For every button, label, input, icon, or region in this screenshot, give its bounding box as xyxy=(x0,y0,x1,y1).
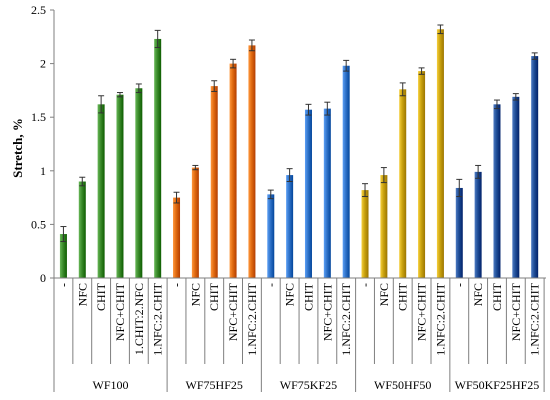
category-label: 1.NFC:2.CHIT xyxy=(339,282,353,355)
bar xyxy=(191,167,199,278)
category-label: - xyxy=(358,283,372,287)
category-label: NFC+CHIT xyxy=(320,282,334,341)
category-label: CHIT xyxy=(396,282,410,311)
bar xyxy=(248,45,256,278)
bar xyxy=(531,56,539,278)
bar xyxy=(267,194,275,278)
category-label: CHIT xyxy=(490,282,504,311)
y-tick-label: 0.5 xyxy=(31,217,46,231)
bar xyxy=(210,86,218,278)
category-label: CHIT xyxy=(94,282,108,311)
category-label: 1.NFC:2.CHIT xyxy=(245,282,259,355)
category-labels: - NFC CHIT NFC+CHIT 1.CHIT:2.NFC 1.NFC:2.CHIT… xyxy=(56,282,541,355)
category-label: NFC xyxy=(377,283,391,306)
bar xyxy=(59,234,67,278)
category-label: CHIT xyxy=(301,282,315,311)
y-axis-label: Stretch, % xyxy=(10,118,25,178)
category-label: - xyxy=(56,283,70,287)
category-label: - xyxy=(452,283,466,287)
category-label: NFC+CHIT xyxy=(226,282,240,341)
bar xyxy=(493,104,501,278)
y-tick-label: 1.5 xyxy=(31,110,46,124)
bar xyxy=(474,171,482,278)
category-separators xyxy=(53,278,545,392)
bar xyxy=(361,190,369,278)
bars-layer xyxy=(59,24,539,279)
y-tick-label: 1 xyxy=(40,164,46,178)
group-labels: WF100 WF75HF25 WF75KF25 WF50HF50 WF50KF25HF2… xyxy=(93,378,540,392)
bar xyxy=(78,181,86,278)
bar xyxy=(229,63,237,278)
category-label: 1.NFC:2.CHIT xyxy=(528,282,542,355)
group-label: WF50KF25HF25 xyxy=(455,378,540,392)
group-label: WF75KF25 xyxy=(280,378,337,392)
y-axis-ticks: 0 0.5 1 1.5 2 2.5 xyxy=(31,3,54,285)
category-label: NFC xyxy=(188,283,202,306)
bar xyxy=(154,38,162,278)
bar xyxy=(342,65,350,278)
bar xyxy=(304,109,312,278)
category-label: NFC xyxy=(471,283,485,306)
y-tick-label: 2.5 xyxy=(31,3,46,17)
bar xyxy=(436,29,444,278)
category-label: NFC xyxy=(75,283,89,306)
group-label: WF50HF50 xyxy=(374,378,431,392)
bar xyxy=(286,175,294,278)
bar xyxy=(135,88,143,278)
bar xyxy=(399,89,407,278)
y-tick-label: 2 xyxy=(40,57,46,71)
category-label: 1.NFC:2.CHIT xyxy=(151,282,165,355)
group-label: WF100 xyxy=(93,378,129,392)
category-label: - xyxy=(170,283,184,287)
bar xyxy=(173,197,181,278)
bar xyxy=(512,96,520,278)
category-label: NFC+CHIT xyxy=(509,282,523,341)
category-label: NFC+CHIT xyxy=(113,282,127,341)
group-label: WF75HF25 xyxy=(186,378,243,392)
category-label: - xyxy=(264,283,278,287)
bar xyxy=(380,175,388,278)
category-label: 1.CHIT:2.NFC xyxy=(132,283,146,355)
bar xyxy=(418,71,426,278)
bar xyxy=(455,187,463,278)
bar xyxy=(323,108,331,279)
category-label: 1.NFC:2.CHIT xyxy=(433,282,447,355)
bar xyxy=(116,94,124,278)
bar xyxy=(97,104,105,278)
category-label: CHIT xyxy=(207,282,221,311)
category-label: NFC xyxy=(283,283,297,306)
y-tick-label: 0 xyxy=(40,271,46,285)
category-label: NFC+CHIT xyxy=(415,282,429,341)
